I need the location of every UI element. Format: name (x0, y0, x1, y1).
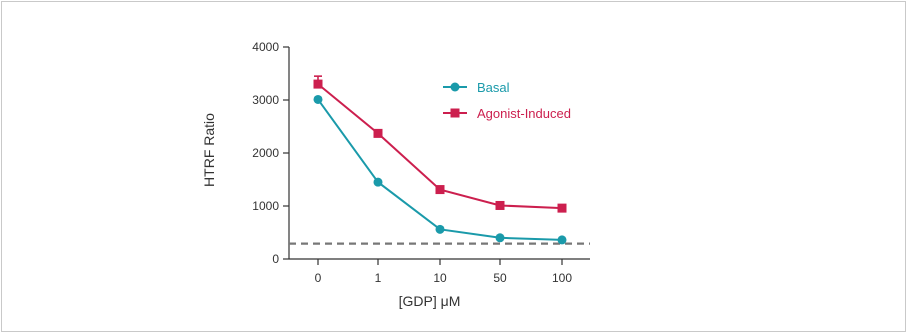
x-tick-label: 1 (375, 271, 382, 285)
legend-item: Basal (443, 80, 510, 95)
data-point (435, 185, 445, 195)
data-point (313, 94, 323, 104)
x-tick-label: 100 (552, 271, 572, 285)
data-point (495, 200, 505, 210)
legend-item: Agonist-Induced (443, 106, 571, 121)
axes: 0 1000 2000 3000 4000 0 1 10 50 100 (252, 40, 590, 285)
x-tick-label: 50 (493, 271, 507, 285)
series-agonist-induced (313, 75, 567, 213)
y-tick-label: 3000 (252, 93, 279, 107)
y-tick-label: 4000 (252, 40, 279, 54)
x-tick-label: 10 (433, 271, 447, 285)
data-point (373, 128, 383, 138)
legend-label: Basal (477, 80, 510, 95)
data-point (557, 235, 567, 245)
series-basal (313, 94, 567, 245)
x-tick-label: 0 (315, 271, 322, 285)
legend: Basal Agonist-Induced (443, 80, 571, 121)
data-point (313, 79, 323, 89)
data-point (557, 203, 567, 213)
data-point (373, 177, 383, 187)
data-point (495, 233, 505, 243)
legend-marker (450, 82, 460, 92)
legend-label: Agonist-Induced (477, 106, 571, 121)
series-layer (313, 75, 567, 245)
x-axis-title: [GDP] μM (399, 293, 461, 309)
y-tick-label: 0 (272, 252, 279, 266)
y-tick-label: 2000 (252, 146, 279, 160)
y-axis-title: HTRF Ratio (201, 113, 217, 187)
y-tick-label: 1000 (252, 199, 279, 213)
legend-marker (450, 108, 460, 118)
data-point (435, 224, 445, 234)
